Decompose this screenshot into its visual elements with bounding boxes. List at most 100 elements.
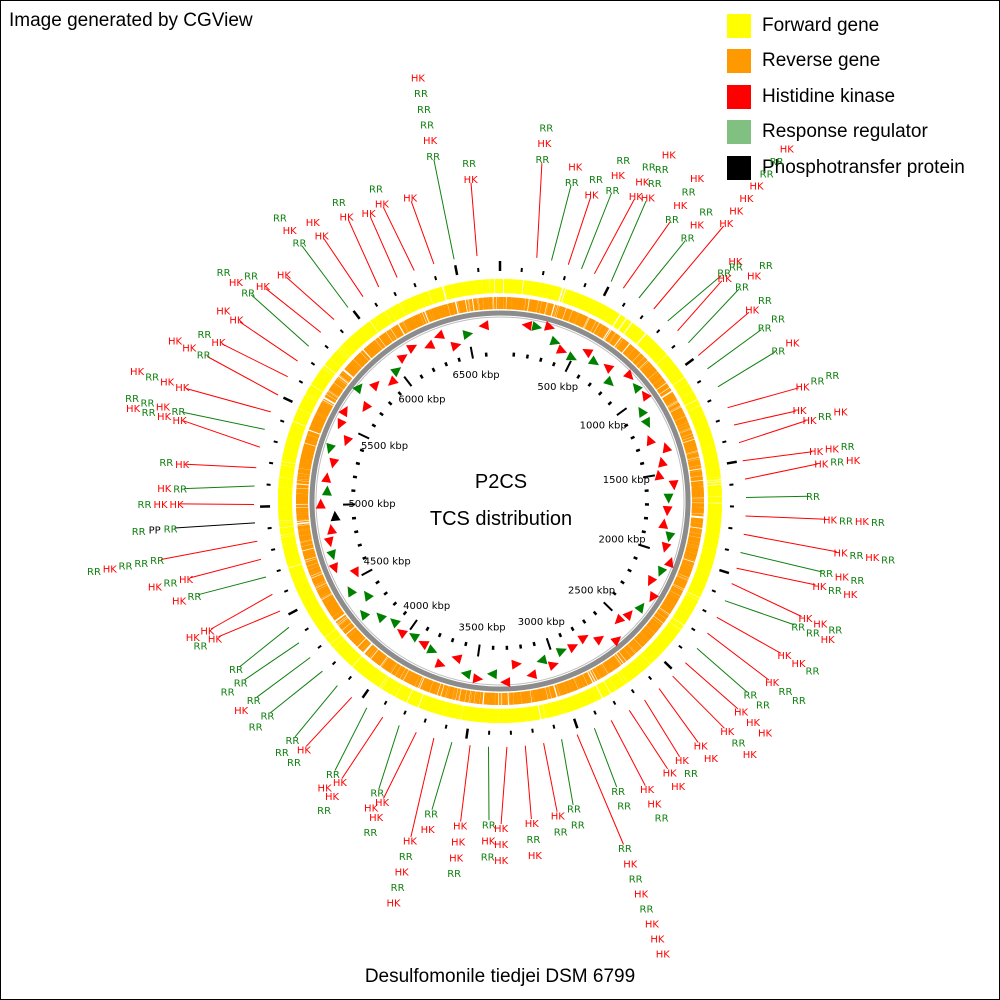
outer-tick	[552, 724, 556, 729]
reverse-gene-mark	[683, 442, 696, 447]
forward-gene-mark	[662, 628, 676, 639]
reverse-gene-mark	[583, 673, 591, 685]
reverse-gene-mark	[616, 339, 626, 350]
forward-gene-mark	[424, 291, 431, 306]
backbone-ring	[309, 310, 691, 692]
forward-gene-mark	[633, 659, 644, 672]
forward-gene-mark	[660, 359, 673, 371]
rr-label: RR	[655, 165, 669, 176]
forward-gene-mark	[686, 403, 701, 411]
reverse-gene-mark	[646, 624, 656, 634]
reverse-gene-mark	[335, 379, 346, 388]
reverse-gene-mark	[565, 681, 571, 693]
reverse-gene-mark	[638, 632, 649, 642]
reverse-gene-mark	[677, 573, 689, 580]
forward-gene-mark	[632, 329, 643, 342]
reverse-gene-mark	[335, 614, 346, 623]
reverse-gene-mark	[328, 389, 339, 398]
forward-gene-mark	[698, 561, 713, 568]
histidine-kinase-marker	[544, 321, 555, 331]
forward-gene-mark	[459, 282, 464, 297]
forward-gene-mark	[529, 281, 533, 296]
hk-label: HK	[623, 859, 638, 870]
forward-gene-mark	[578, 295, 586, 310]
pp-label: PP	[149, 526, 161, 537]
forward-gene-mark	[544, 284, 550, 299]
callout-line	[696, 648, 748, 693]
reverse-gene-mark	[591, 321, 599, 333]
kbp-tick	[392, 601, 398, 607]
reverse-gene-mark	[471, 691, 474, 704]
forward-gene-mark	[467, 706, 471, 721]
reverse-gene-mark	[509, 692, 512, 705]
response-regulator-marker	[555, 648, 567, 658]
reverse-gene-mark	[642, 364, 653, 374]
reverse-gene-mark	[649, 372, 660, 381]
forward-gene-mark	[619, 670, 630, 683]
forward-gene-mark	[431, 289, 437, 304]
reverse-gene-mark	[296, 514, 309, 517]
hk-label: HK	[537, 139, 552, 150]
reverse-gene-mark	[510, 297, 512, 310]
forward-gene-mark	[388, 308, 397, 322]
reverse-gene-mark	[306, 435, 319, 441]
reverse-gene-mark	[644, 626, 655, 635]
forward-gene-mark	[528, 281, 533, 296]
forward-gene-mark	[654, 638, 667, 650]
reverse-gene-mark	[334, 380, 345, 389]
forward-gene-mark	[689, 408, 703, 416]
reverse-gene-mark	[560, 682, 567, 695]
reverse-gene-mark	[392, 664, 400, 675]
forward-gene-mark	[287, 434, 302, 441]
reverse-gene-mark	[431, 308, 438, 321]
reverse-gene-mark	[349, 630, 360, 640]
outer-tick	[647, 675, 653, 681]
reverse-gene-mark	[350, 361, 361, 370]
forward-gene-mark	[609, 312, 619, 325]
forward-gene-mark	[634, 331, 646, 344]
reverse-gene-mark	[676, 575, 689, 581]
callout-line	[470, 182, 478, 257]
reverse-gene-mark	[540, 301, 545, 314]
kbp-tick	[623, 423, 629, 428]
rr-label: RR	[589, 175, 603, 186]
forward-gene-mark	[410, 297, 418, 311]
reverse-gene-mark	[301, 453, 314, 457]
forward-gene-mark	[330, 635, 343, 646]
forward-gene-mark	[697, 565, 712, 571]
reverse-gene-mark	[528, 690, 532, 703]
reverse-gene-mark	[301, 453, 314, 458]
reverse-gene-mark	[331, 609, 343, 618]
rr-label: RR	[119, 562, 133, 573]
hk-label: HK	[834, 548, 849, 559]
rr-label: RR	[771, 315, 785, 326]
reverse-gene-mark	[513, 297, 517, 310]
forward-gene-mark	[604, 679, 614, 693]
forward-gene-mark	[542, 283, 548, 298]
reverse-gene-mark	[296, 511, 309, 513]
forward-gene-track	[277, 278, 723, 724]
reverse-gene-mark	[621, 342, 630, 353]
forward-gene-mark	[397, 303, 406, 317]
reverse-gene-mark	[308, 566, 320, 572]
hk-label: HK	[283, 226, 298, 237]
reverse-gene-mark	[603, 662, 612, 673]
forward-gene-mark	[421, 292, 429, 307]
reverse-gene-mark	[313, 579, 326, 586]
forward-gene-mark	[293, 416, 308, 424]
rr-label: RR	[629, 874, 643, 885]
reverse-gene-mark	[663, 600, 675, 609]
reverse-gene-mark	[609, 657, 618, 669]
reverse-gene-mark	[415, 675, 422, 688]
rr-label: RR	[539, 123, 553, 134]
reverse-gene-mark	[388, 661, 396, 673]
callout-line	[184, 485, 255, 490]
reverse-gene-mark	[409, 317, 416, 330]
map-subtitle: TCS distribution	[429, 508, 573, 530]
reverse-gene-mark	[587, 319, 595, 331]
rr-label: RR	[839, 516, 853, 527]
reverse-gene-mark	[511, 692, 514, 705]
forward-gene-mark	[707, 488, 722, 491]
forward-gene-mark	[292, 575, 307, 582]
forward-gene-mark	[288, 432, 303, 439]
